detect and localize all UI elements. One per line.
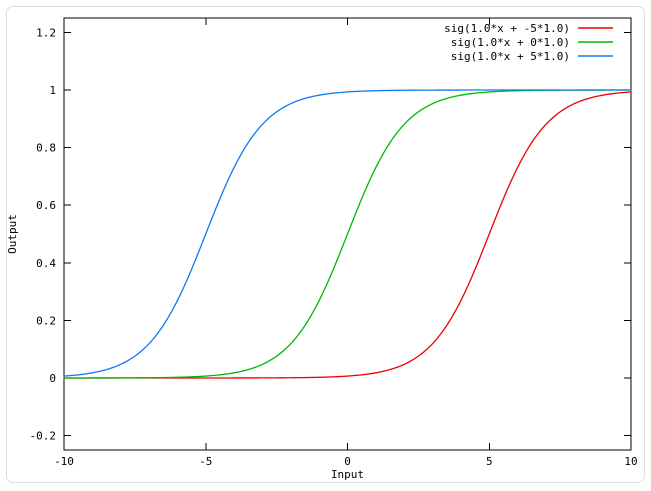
legend-label: sig(1.0*x + -5*1.0)	[444, 22, 570, 35]
y-tick-label: 1	[49, 84, 56, 97]
y-axis-label: Output	[6, 214, 19, 254]
y-tick-label: 0	[49, 372, 56, 385]
axis-ticks	[63, 18, 632, 450]
curve-series-1	[63, 89, 632, 379]
y-tick-label: -0.2	[30, 430, 57, 443]
curve-series-2	[63, 89, 632, 377]
legend-label: sig(1.0*x + 0*1.0)	[451, 36, 570, 49]
x-axis-label: Input	[331, 468, 364, 481]
y-tick-label: 0.8	[36, 142, 56, 155]
legend: sig(1.0*x + -5*1.0)sig(1.0*x + 0*1.0)sig…	[444, 22, 613, 63]
y-tick-label: 0.6	[36, 199, 56, 212]
legend-label: sig(1.0*x + 5*1.0)	[451, 50, 570, 63]
x-tick-label: 0	[344, 455, 351, 468]
x-tick-label: -5	[199, 455, 212, 468]
axis-tick-labels: -10 -5 0 5 10 -0.2 0 0.2 0.4 0.6 0.8 1 1.2	[30, 26, 638, 468]
curves	[63, 89, 632, 379]
y-tick-label: 1.2	[36, 26, 56, 39]
x-tick-label: 10	[624, 455, 637, 468]
y-tick-label: 0.2	[36, 314, 56, 327]
x-tick-label: -10	[54, 455, 74, 468]
x-tick-label: 5	[486, 455, 493, 468]
y-tick-label: 0.4	[36, 257, 56, 270]
